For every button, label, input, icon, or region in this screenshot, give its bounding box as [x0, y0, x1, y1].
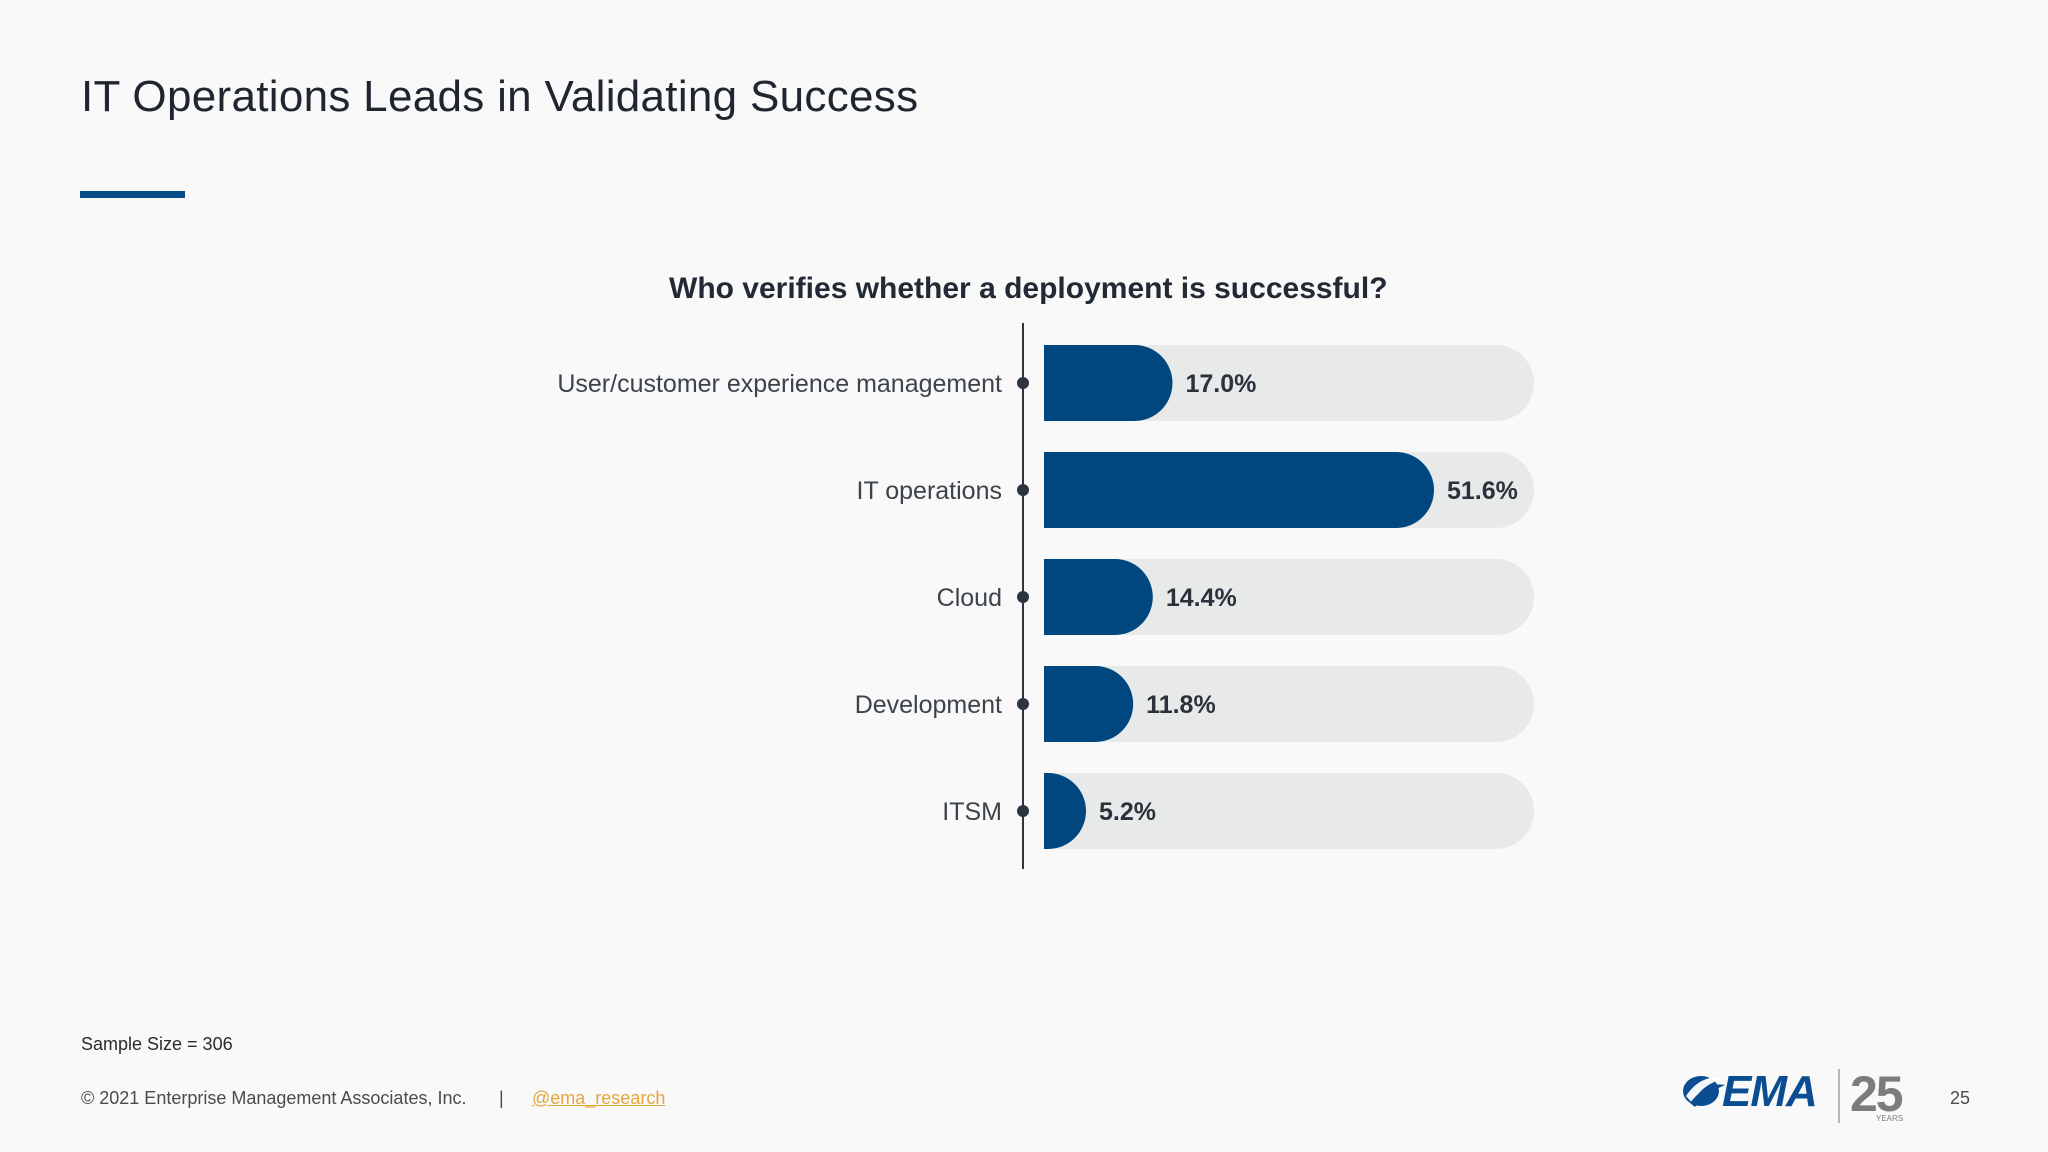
axis-marker-dot — [1017, 805, 1029, 817]
ema-logo: EMA 25 YEARS — [1680, 1065, 1915, 1129]
category-label: Development — [855, 691, 1002, 719]
axis-marker-dot — [1017, 484, 1029, 496]
axis-marker-dot — [1017, 698, 1029, 710]
bar-track — [1044, 773, 1534, 849]
footer-social-link[interactable]: @ema_research — [532, 1088, 666, 1108]
chart-title: Who verifies whether a deployment is suc… — [669, 272, 1388, 305]
slide-title: IT Operations Leads in Validating Succes… — [81, 72, 919, 121]
footer-divider: | — [499, 1088, 504, 1108]
ema-logo-text: EMA — [1722, 1067, 1818, 1116]
category-label: User/customer experience management — [557, 370, 1002, 398]
sample-size-note: Sample Size = 306 — [81, 1034, 233, 1054]
bar — [1044, 559, 1153, 635]
data-label: 5.2% — [1099, 798, 1156, 826]
anniversary-25-text: 25 — [1850, 1066, 1904, 1122]
title-accent-rule — [80, 191, 185, 198]
bar-track — [1044, 559, 1534, 635]
bar — [1044, 345, 1173, 421]
axis-marker-dot — [1017, 377, 1029, 389]
bar — [1044, 773, 1086, 849]
anniversary-years-text: YEARS — [1876, 1114, 1904, 1123]
data-label: 17.0% — [1185, 370, 1256, 398]
category-label: ITSM — [942, 798, 1002, 826]
bar-track — [1044, 666, 1534, 742]
footer-copyright: © 2021 Enterprise Management Associates,… — [81, 1088, 467, 1108]
ema-swoosh-icon — [1683, 1076, 1725, 1107]
logo-divider — [1838, 1069, 1840, 1123]
axis-marker-dot — [1017, 591, 1029, 603]
data-label: 14.4% — [1166, 584, 1237, 612]
data-label: 51.6% — [1447, 477, 1518, 505]
page-number: 25 — [1950, 1088, 1971, 1108]
category-label: IT operations — [857, 477, 1002, 505]
data-label: 11.8% — [1146, 691, 1216, 719]
bar — [1044, 452, 1434, 528]
bar — [1044, 666, 1134, 742]
category-label: Cloud — [937, 584, 1002, 612]
